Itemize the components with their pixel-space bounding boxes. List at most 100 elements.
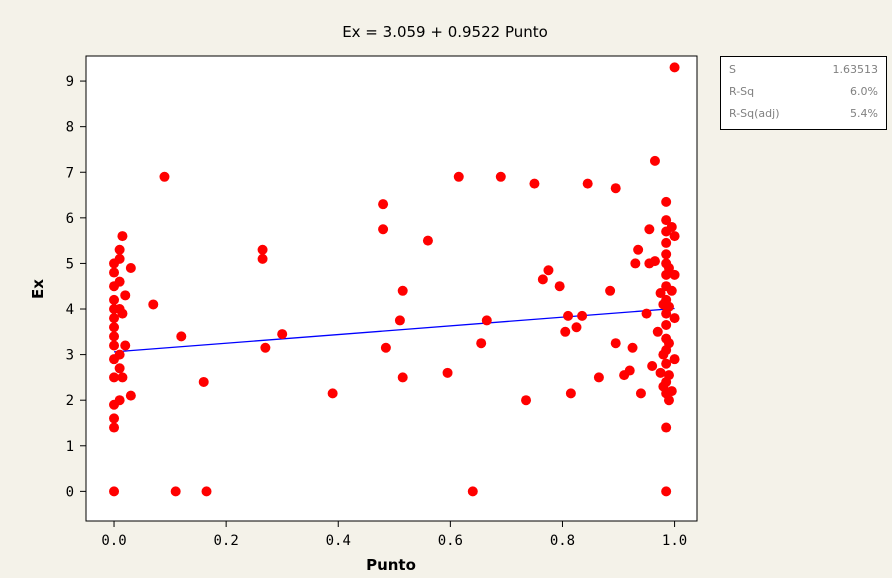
x-tick-label: 0.6	[438, 533, 463, 549]
data-point	[397, 372, 408, 383]
data-point	[481, 315, 492, 326]
data-point	[577, 310, 588, 321]
stat-label: R-Sq(adj)	[729, 107, 780, 120]
stat-row-r-sq-adj: R-Sq(adj) 5.4%	[729, 107, 878, 125]
data-point	[560, 326, 571, 337]
data-point	[661, 422, 672, 433]
data-point	[198, 376, 209, 387]
y-tick-label: 0	[66, 484, 74, 500]
data-point	[635, 388, 646, 399]
data-point	[109, 422, 120, 433]
y-tick-label: 8	[66, 120, 74, 136]
data-point	[661, 249, 672, 260]
data-point	[117, 372, 128, 383]
data-point	[148, 299, 159, 310]
data-point	[647, 361, 658, 371]
x-axis: 0.0 0.2 0.4 0.6 0.8 1.0	[101, 521, 687, 549]
data-point	[624, 365, 635, 376]
data-point	[442, 367, 453, 378]
y-tick-label: 6	[66, 211, 74, 227]
data-point	[109, 372, 120, 383]
data-point	[476, 338, 487, 349]
data-point	[610, 338, 621, 349]
y-tick-label: 1	[66, 439, 74, 455]
data-point	[114, 253, 125, 264]
data-point	[663, 395, 674, 406]
data-point	[114, 244, 125, 255]
data-point	[666, 221, 677, 232]
data-point	[669, 313, 680, 324]
data-point	[201, 486, 212, 497]
data-point	[159, 171, 170, 182]
data-point	[120, 340, 131, 351]
stat-row-r-sq: R-Sq 6.0%	[729, 85, 878, 103]
x-tick-label: 0.4	[326, 533, 351, 549]
data-point	[593, 372, 604, 383]
data-point	[176, 331, 187, 342]
x-tick-label: 0.0	[101, 533, 126, 549]
data-point	[669, 269, 680, 280]
data-point	[422, 235, 433, 246]
data-point	[661, 237, 672, 248]
data-point	[257, 244, 268, 255]
data-point	[655, 367, 666, 378]
y-tick-label: 9	[66, 74, 74, 90]
data-point	[633, 244, 644, 255]
data-point	[117, 308, 128, 319]
data-point	[109, 313, 120, 324]
data-point	[610, 183, 621, 194]
data-point	[543, 265, 554, 276]
data-point	[571, 322, 582, 333]
stat-value: 5.4%	[850, 107, 878, 120]
data-point	[644, 224, 655, 235]
data-point	[327, 388, 338, 399]
plot-area	[85, 55, 698, 522]
data-point	[663, 338, 674, 349]
x-tick-label: 0.8	[550, 533, 575, 549]
data-point	[109, 322, 120, 333]
data-point	[649, 155, 660, 166]
data-point	[495, 171, 506, 182]
y-tick-label: 7	[66, 165, 74, 181]
stat-label: S	[729, 63, 736, 76]
data-point	[378, 199, 389, 210]
data-point	[666, 386, 677, 397]
data-point	[114, 395, 125, 406]
data-point	[109, 331, 120, 342]
y-tick-label: 5	[66, 256, 74, 272]
data-point	[380, 342, 391, 353]
data-point	[663, 301, 674, 312]
data-point	[669, 354, 680, 365]
data-point	[565, 388, 576, 399]
data-point	[109, 486, 120, 497]
y-tick-label: 2	[66, 393, 74, 409]
data-point	[277, 329, 288, 340]
y-axis: 0 1 2 3 4 5 6 7 8 9	[66, 74, 86, 500]
data-point	[655, 288, 666, 299]
data-point	[554, 281, 565, 292]
stat-value: 6.0%	[850, 85, 878, 98]
data-point	[453, 171, 464, 182]
data-point	[669, 62, 680, 73]
data-point	[537, 274, 548, 285]
data-point	[661, 358, 672, 369]
data-point	[661, 486, 672, 497]
data-point	[649, 256, 660, 267]
data-point	[529, 178, 540, 189]
data-point	[641, 308, 652, 319]
data-point	[260, 342, 271, 353]
x-axis-label: Punto	[366, 556, 416, 574]
data-point	[652, 326, 663, 337]
y-axis-label: Ex	[29, 279, 47, 299]
data-point	[563, 310, 574, 321]
y-tick-label: 4	[66, 302, 74, 318]
data-point	[125, 390, 136, 401]
data-point	[582, 178, 593, 189]
data-point	[663, 262, 674, 273]
data-point	[627, 342, 638, 353]
data-point	[109, 294, 120, 305]
stat-row-s: S 1.63513	[729, 63, 878, 81]
data-point	[109, 340, 120, 351]
data-point	[109, 267, 120, 278]
